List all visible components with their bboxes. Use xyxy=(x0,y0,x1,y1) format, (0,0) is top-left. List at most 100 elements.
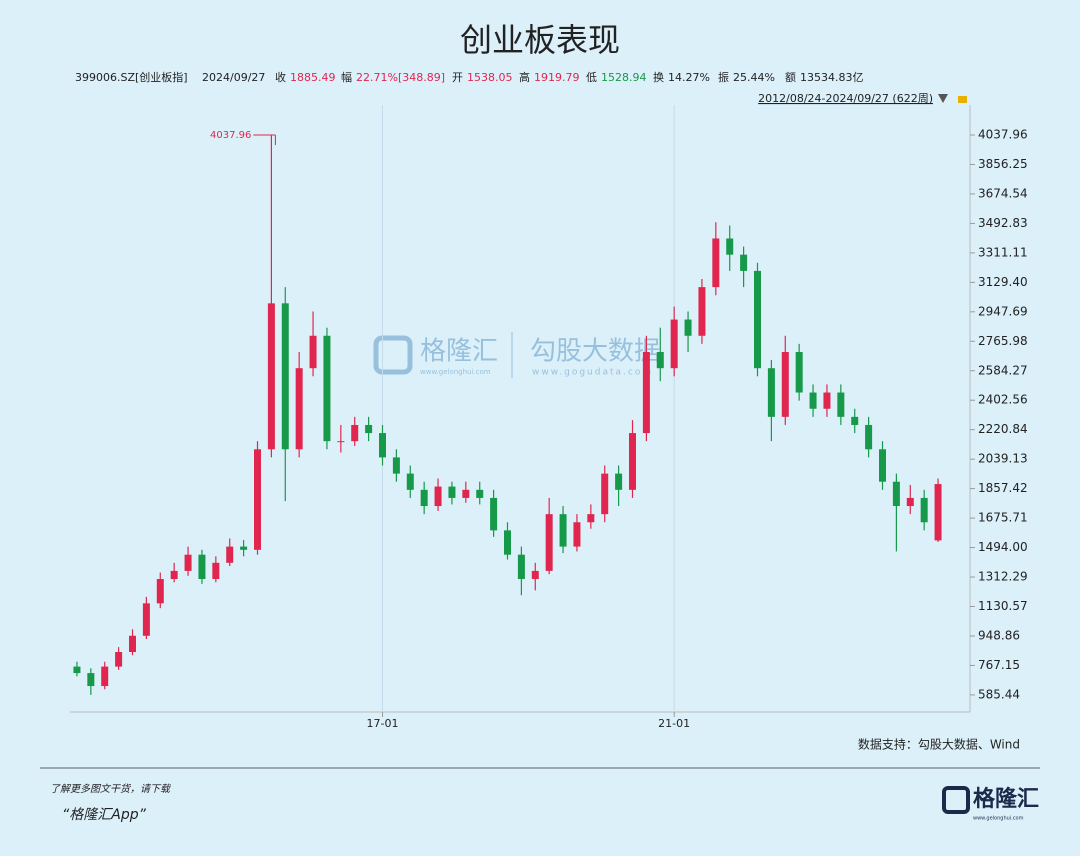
candle-body xyxy=(462,489,470,498)
lock-icon xyxy=(958,96,967,103)
candle-body xyxy=(517,554,525,580)
candle-body xyxy=(101,666,109,687)
y-tick-label: 2402.56 xyxy=(978,393,1028,407)
info-label: 振 xyxy=(718,70,729,84)
y-tick-label: 585.44 xyxy=(978,687,1020,701)
candle-body xyxy=(781,351,789,417)
candle-body xyxy=(226,546,234,563)
candle-body xyxy=(295,368,303,450)
candle-body xyxy=(406,473,414,490)
candle-body xyxy=(323,335,331,442)
y-tick-label: 2584.27 xyxy=(978,363,1028,377)
x-tick-label: 21-01 xyxy=(658,717,690,730)
candle-body xyxy=(754,270,761,369)
range-arrow xyxy=(938,94,948,103)
candle-body xyxy=(587,514,595,523)
candle-body xyxy=(379,433,386,458)
y-tick-label: 767.15 xyxy=(978,658,1020,672)
y-tick-label: 1494.00 xyxy=(978,540,1028,554)
footer-prompt: 了解更多图文干货，请下载 xyxy=(50,783,172,795)
candle-body xyxy=(823,392,831,409)
candle-body xyxy=(642,351,650,434)
y-tick-label: 2220.84 xyxy=(978,422,1028,436)
candle-body xyxy=(448,486,456,498)
candle-body xyxy=(740,254,748,271)
footer-app: “格隆汇App” xyxy=(62,807,147,823)
candle-body xyxy=(601,473,609,515)
candle-body xyxy=(920,497,928,523)
candle-body xyxy=(420,489,428,507)
candle-body xyxy=(504,530,511,555)
candle-body xyxy=(726,238,734,255)
candle-body xyxy=(73,666,81,674)
candle-body xyxy=(559,514,567,547)
info-value: 1538.05 xyxy=(467,71,513,84)
candle-body xyxy=(865,424,873,450)
candle-body xyxy=(490,497,498,531)
y-tick-label: 3311.11 xyxy=(978,245,1028,259)
candle-body xyxy=(142,603,150,636)
candle-body xyxy=(629,433,636,490)
candle-body xyxy=(906,497,914,507)
info-value: 1919.79 xyxy=(534,71,580,84)
watermark-brand: 格隆汇 xyxy=(420,337,498,367)
info-label: 额 xyxy=(785,71,796,84)
max-label: 4037.96 xyxy=(210,130,251,141)
candle-body xyxy=(170,570,178,580)
info-label: 高 xyxy=(519,70,530,84)
y-tick-label: 3856.25 xyxy=(978,157,1028,171)
y-tick-label: 1675.71 xyxy=(978,511,1028,525)
info-value: 13534.83亿 xyxy=(800,71,864,84)
info-bar: 399006.SZ[创业板指] 2024/09/27 收 1885.49 幅 2… xyxy=(75,70,967,105)
info-label: 换 xyxy=(653,70,664,84)
x-tick-label: 17-01 xyxy=(367,717,399,730)
y-tick-label: 4037.96 xyxy=(978,128,1028,142)
y-tick-label: 948.86 xyxy=(978,628,1020,642)
y-tick-label: 3129.40 xyxy=(978,275,1028,289)
candle-body xyxy=(476,489,484,498)
y-tick-label: 3674.54 xyxy=(978,186,1028,200)
candle-body xyxy=(837,392,845,417)
info-label: 开 xyxy=(452,71,463,84)
info-label: 低 xyxy=(586,71,597,84)
candle-body xyxy=(656,351,664,369)
candle-body xyxy=(87,673,95,687)
y-tick-label: 1130.57 xyxy=(978,599,1028,613)
candle-body xyxy=(115,651,123,667)
info-label: 幅 xyxy=(341,71,352,84)
candle-body xyxy=(281,303,289,450)
candle-body xyxy=(198,554,206,580)
watermark: 格隆汇 www.gelonghui.com 勾股大数据 www.gogudata… xyxy=(373,332,660,378)
candle-body xyxy=(615,473,623,490)
candle-body xyxy=(212,562,220,580)
info-value: 1528.94 xyxy=(601,71,647,84)
watermark-logo xyxy=(373,335,413,375)
y-tick-label: 1312.29 xyxy=(978,570,1028,584)
candle-body xyxy=(545,514,553,571)
candle-body xyxy=(434,486,442,507)
info-value: 1885.49 xyxy=(290,71,336,84)
candle-body xyxy=(795,351,803,393)
info-date: 2024/09/27 xyxy=(202,71,265,84)
info-value: 22.71%[348.89] xyxy=(356,71,445,84)
candle-body xyxy=(337,441,345,443)
y-tick-label: 3492.83 xyxy=(978,216,1028,230)
range: 2012/08/24-2024/09/27 (622周) xyxy=(758,92,933,105)
candle-body xyxy=(851,416,859,425)
candle-body xyxy=(351,424,359,442)
candle-body xyxy=(767,368,775,417)
candle-body xyxy=(573,522,581,547)
candle-body xyxy=(698,287,706,336)
candle-body xyxy=(879,449,886,482)
candle-body xyxy=(809,392,817,409)
candle-body xyxy=(309,335,317,369)
candle-body xyxy=(129,635,136,652)
candle-body xyxy=(712,238,720,288)
candle-body xyxy=(531,570,539,580)
footer-logo-icon xyxy=(942,786,970,814)
y-tick-label: 1857.42 xyxy=(978,481,1028,495)
y-tick-label: 2765.98 xyxy=(978,334,1028,348)
chart-title: 创业板表现 xyxy=(460,21,620,59)
y-tick-label: 2947.69 xyxy=(978,304,1028,318)
